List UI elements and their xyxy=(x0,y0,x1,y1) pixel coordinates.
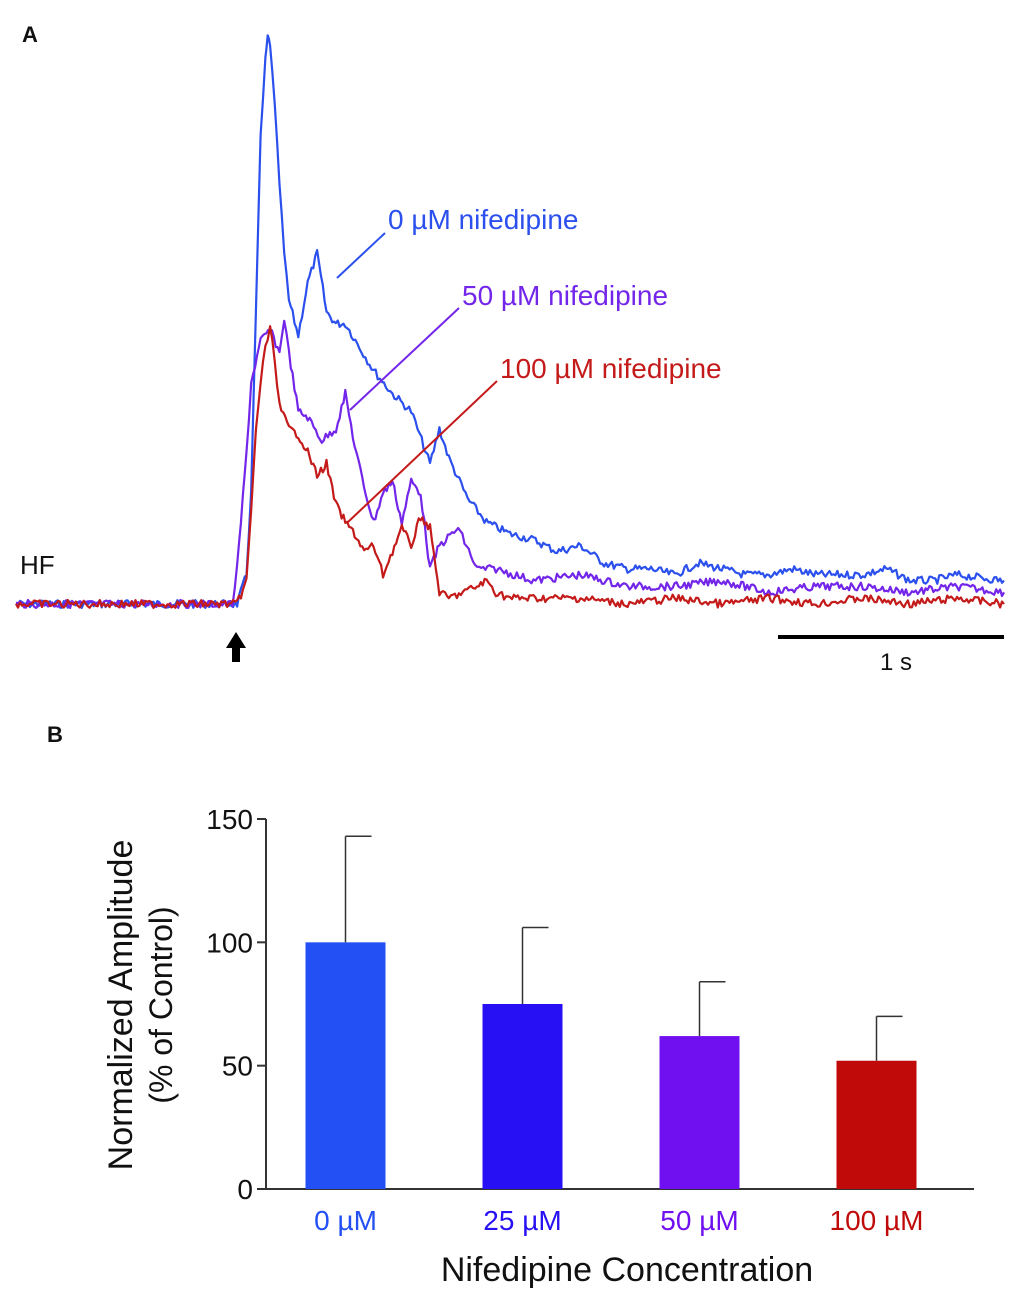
trace-label: HF xyxy=(20,550,55,580)
stimulus-arrow-icon xyxy=(226,632,246,662)
panel-a-label: A xyxy=(22,22,38,47)
y-tick-label: 100 xyxy=(206,927,253,958)
y-tick-label: 150 xyxy=(206,804,253,835)
panel-b-label: B xyxy=(47,722,63,747)
trace-100-m-nifedipine xyxy=(15,325,1005,610)
leader-line-100-m-nifedipine xyxy=(347,380,498,523)
series-label-100-m-nifedipine: 100 µM nifedipine xyxy=(500,353,722,384)
bar-0-m xyxy=(305,942,386,1189)
traces xyxy=(15,34,1005,610)
scale-bar-label: 1 s xyxy=(880,649,912,676)
category-label-0-m: 0 µM xyxy=(314,1205,377,1236)
leader-line-50-m-nifedipine xyxy=(349,307,460,411)
y-axis-title-line1: Normalized Amplitude xyxy=(102,840,140,1171)
series-labels: 0 µM nifedipine 50 µM nifedipine 100 µM ni… xyxy=(336,204,722,523)
x-axis-title: Nifedipine Concentration xyxy=(441,1251,813,1289)
leader-line-0-m-nifedipine xyxy=(336,232,386,279)
y-axis-title-line2: (% of Control) xyxy=(143,906,179,1103)
panel-a: A HF 0 µM nifedipine 50 µM nifedipine 100 … xyxy=(15,22,1005,676)
y-tick-label: 0 xyxy=(237,1174,253,1205)
series-label-0-m-nifedipine: 0 µM nifedipine xyxy=(388,204,578,235)
bars: 0 µM 25 µM 50 µM 100 µM xyxy=(305,835,924,1236)
y-axis-title: Normalized Amplitude (% of Control) xyxy=(102,840,179,1171)
bar-50-m xyxy=(659,1036,740,1189)
bar-100-m xyxy=(836,1060,917,1189)
panel-b: B 0 50 100 150 0 µM 25 µM 50 µM 100 µM Normali… xyxy=(47,722,974,1289)
category-label-25-m: 25 µM xyxy=(483,1205,561,1236)
category-label-100-m: 100 µM xyxy=(830,1205,924,1236)
category-label-50-m: 50 µM xyxy=(660,1205,738,1236)
y-tick-label: 50 xyxy=(222,1051,253,1082)
bar-25-m xyxy=(482,1004,563,1189)
series-label-50-m-nifedipine: 50 µM nifedipine xyxy=(462,280,668,311)
trace-0-m-nifedipine xyxy=(15,34,1005,610)
